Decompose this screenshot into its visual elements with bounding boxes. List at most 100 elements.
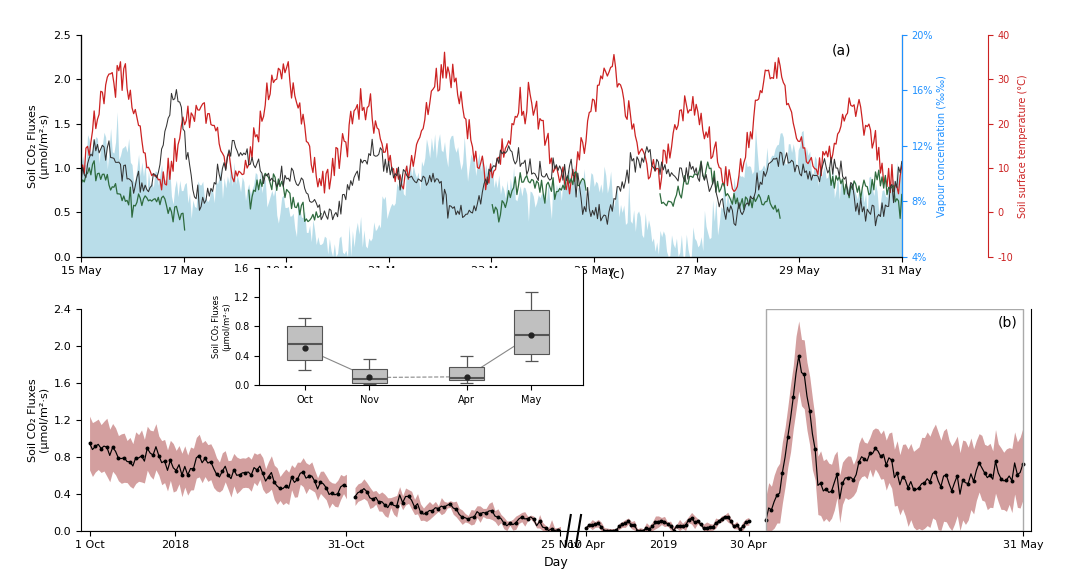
Point [93,444,110,453]
Point [598,526,616,535]
Point [1009,470,1026,479]
Point [671,521,688,531]
Point [667,522,685,531]
Point [932,482,949,491]
Point [359,487,376,496]
Point [652,517,670,526]
Point [959,479,976,489]
Point [839,473,856,482]
Point [740,517,757,526]
Point [231,470,248,479]
Point [659,519,676,529]
Point [364,494,381,504]
Point [590,519,607,528]
Point [162,456,179,465]
Point [656,517,673,526]
Point [447,504,464,514]
Point [549,525,566,535]
Point [454,512,471,522]
Point [762,505,780,515]
Point [650,517,667,526]
Point [785,392,802,402]
Point [734,522,752,531]
Point [208,469,226,479]
Point [878,461,895,470]
Point [501,518,518,528]
Point [260,472,278,482]
Point [335,480,352,490]
Point [519,514,537,523]
Point [489,512,507,522]
Text: Hour of day: Hour of day [459,310,524,319]
Point [167,466,185,475]
Point [306,476,323,486]
Point [110,454,127,463]
Point [713,514,730,524]
Text: (a): (a) [832,44,851,58]
Point [173,470,190,480]
FancyBboxPatch shape [514,310,550,354]
Point [625,521,643,530]
Point [738,517,755,526]
Point [329,489,347,498]
Point [954,475,971,484]
Point [719,512,737,522]
Point [716,512,733,521]
Point [295,468,312,477]
Point [707,518,725,528]
Point [81,438,98,448]
Point [850,458,867,467]
Point [696,524,713,533]
Point [916,478,933,487]
Point [623,521,640,530]
Point [484,506,501,515]
Point [647,518,664,527]
Point [465,512,483,522]
Point [807,445,824,454]
Point [318,483,335,493]
Point [910,483,928,493]
Point [866,444,883,453]
Point [993,474,1010,483]
Point [104,442,121,452]
Point [1014,459,1031,469]
Point [812,479,829,488]
Point [644,522,661,531]
Point [987,456,1004,466]
Point [430,504,447,513]
Point [593,522,610,532]
Point [394,498,411,507]
Point [226,465,243,475]
Point [138,444,156,453]
Point [677,521,694,530]
Point [680,515,698,524]
Point [283,473,300,482]
Y-axis label: Vapour concentration (‰‰): Vapour concentration (‰‰) [937,75,947,217]
Point [508,518,525,528]
Point [583,520,600,529]
Point [496,518,513,528]
Point [477,508,495,518]
Text: (c): (c) [609,268,626,281]
Point [701,522,718,532]
Point [801,406,819,415]
Point [818,484,835,493]
Point [1003,476,1021,485]
Text: 2019: 2019 [476,292,507,302]
Point [613,520,631,529]
FancyBboxPatch shape [352,368,388,382]
Point [768,490,785,500]
FancyBboxPatch shape [449,367,485,380]
Point [723,517,740,526]
Point [86,442,104,451]
Point [442,500,459,509]
Point [665,526,683,535]
Point [581,521,598,530]
Y-axis label: Soil CO₂ Fluxes
(μmol/m²·s): Soil CO₂ Fluxes (μmol/m²·s) [28,378,50,462]
Point [418,508,435,518]
Point [617,519,634,528]
Point [976,468,994,477]
Point [900,483,917,493]
Point [605,526,622,535]
Point [662,521,679,531]
